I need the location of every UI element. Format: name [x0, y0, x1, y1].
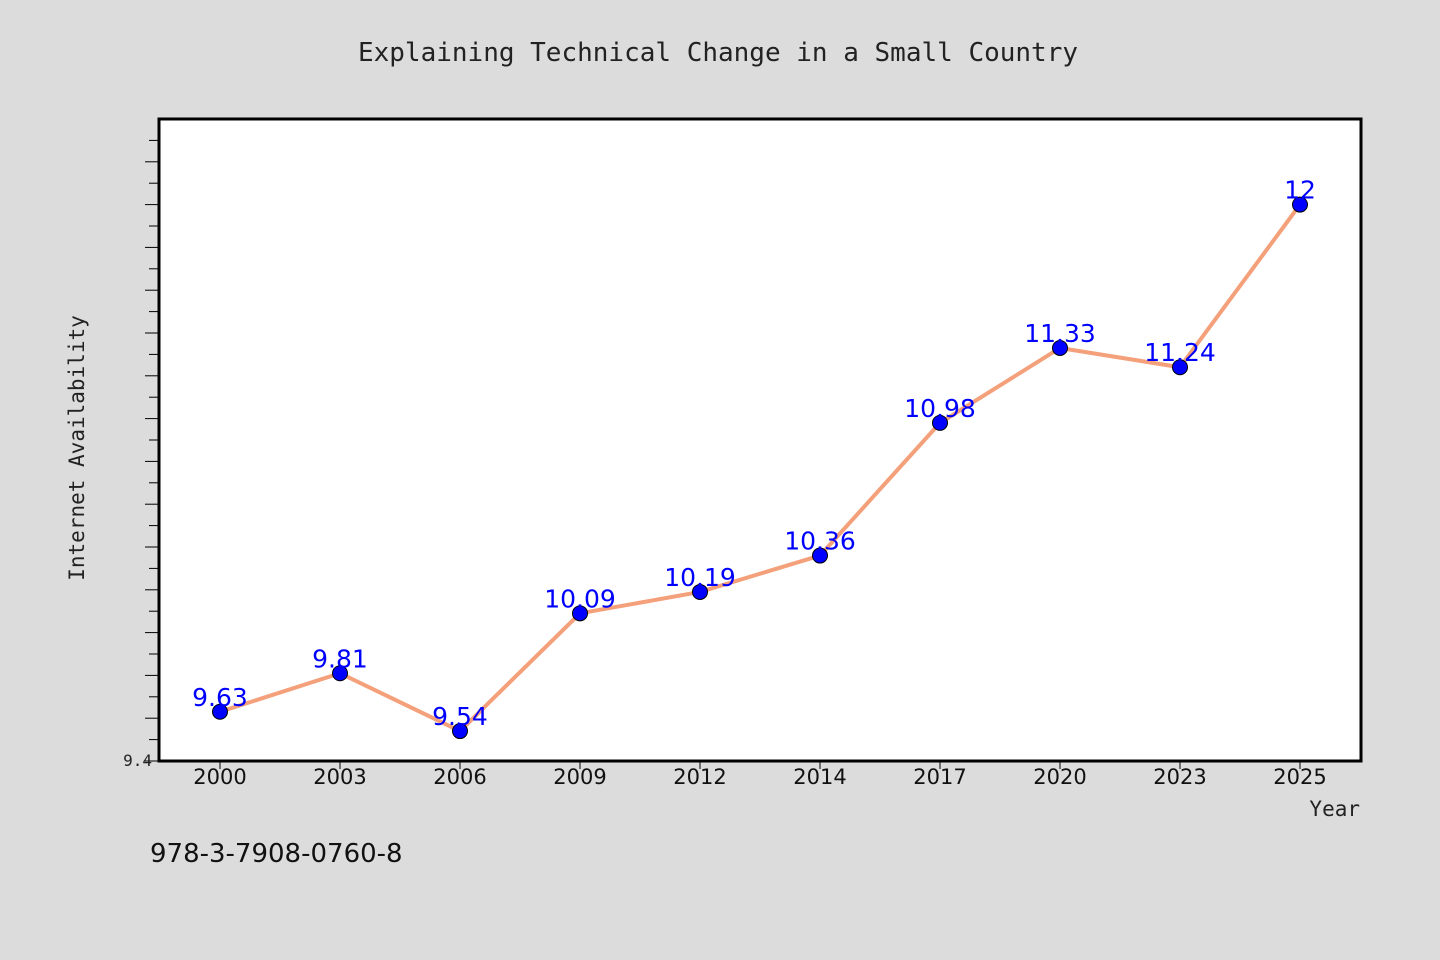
x-tick-label: 2006	[433, 765, 486, 789]
x-axis-ticks: 2000 2003 2006 2009 2012 2014 2017 2020 2023 2025	[193, 761, 1327, 789]
data-point	[692, 583, 708, 600]
data-point	[932, 414, 948, 431]
data-point	[1292, 196, 1308, 213]
data-point	[812, 547, 828, 564]
data-point	[1172, 359, 1188, 376]
x-tick-label: 2025	[1273, 765, 1326, 789]
series-group: 9.63 9.81 9.54 10.09 10.19 10.36 10.98 11.33 11.…	[192, 176, 1316, 740]
x-tick-label: 2020	[1033, 765, 1086, 789]
data-point	[1052, 339, 1068, 356]
data-label: 10.09	[544, 584, 616, 613]
x-tick-label: 2012	[673, 765, 726, 789]
data-point	[212, 703, 228, 720]
data-label: 10.98	[904, 394, 976, 423]
x-tick-label: 2023	[1153, 765, 1206, 789]
series-line	[218, 202, 1302, 734]
x-tick-label: 2017	[913, 765, 966, 789]
data-label: 9.54	[432, 702, 488, 731]
data-label: 12	[1284, 176, 1316, 205]
data-label: 11.24	[1144, 338, 1216, 367]
x-axis-label: Year	[1309, 797, 1360, 821]
x-tick-label: 2009	[553, 765, 606, 789]
plot-area	[157, 117, 1363, 763]
data-point	[332, 665, 348, 682]
data-label: 9.63	[192, 683, 248, 712]
x-tick-label: 2000	[193, 765, 246, 789]
chart-title: Explaining Technical Change in a Small C…	[358, 38, 1078, 68]
isbn-footnote: 978-3-7908-0760-8	[150, 839, 403, 869]
x-tick-label: 2003	[313, 765, 366, 789]
data-label: 10.36	[784, 527, 856, 556]
data-label: 9.81	[312, 644, 368, 673]
data-point	[452, 723, 468, 740]
data-label: 10.19	[664, 563, 736, 592]
data-label: 11.33	[1024, 319, 1096, 348]
x-tick-label: 2014	[793, 765, 846, 789]
y-tick-label: 9.4	[123, 751, 152, 770]
y-axis-label: Internet Availability	[65, 315, 89, 581]
data-point	[572, 605, 588, 622]
y-axis-ticks	[145, 139, 159, 762]
